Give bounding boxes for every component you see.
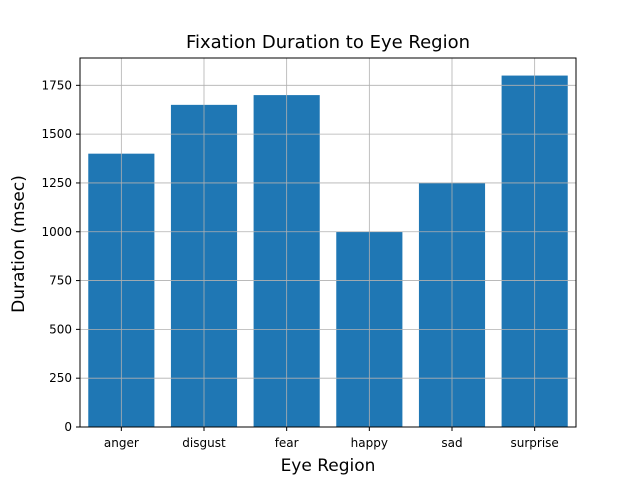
- chart-title: Fixation Duration to Eye Region: [186, 32, 470, 53]
- plot-frame: [79, 57, 577, 428]
- x-tick-label: anger: [104, 436, 139, 450]
- x-axis-label: Eye Region: [281, 456, 376, 476]
- x-tick-label: sad: [441, 436, 462, 450]
- y-tick-label: 1750: [41, 78, 72, 92]
- y-tick-label: 1000: [41, 225, 72, 239]
- x-tick-label: disgust: [182, 436, 226, 450]
- plot-area: 0 250 500 750 1000 1250 1500 1750 anger disgust fe…: [41, 57, 577, 450]
- x-tick-label: happy: [351, 436, 388, 450]
- y-tick-label: 500: [49, 322, 72, 336]
- y-tick-label: 0: [64, 420, 72, 434]
- x-tick-label: surprise: [511, 436, 559, 450]
- y-tick-label: 750: [49, 274, 72, 288]
- y-tick-label: 1250: [41, 176, 72, 190]
- x-tick-label: fear: [275, 436, 299, 450]
- y-tick-label: 1500: [41, 127, 72, 141]
- y-axis-label: Duration (msec): [9, 175, 29, 313]
- y-tick-label: 250: [49, 371, 72, 385]
